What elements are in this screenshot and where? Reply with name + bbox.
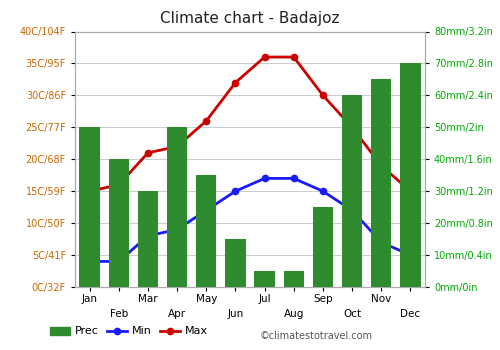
Bar bbox=[108, 159, 129, 287]
Bar bbox=[254, 271, 275, 287]
Bar bbox=[342, 95, 362, 287]
Bar bbox=[138, 191, 158, 287]
Bar bbox=[312, 207, 333, 287]
Bar bbox=[80, 127, 100, 287]
Bar bbox=[400, 63, 420, 287]
Bar bbox=[196, 175, 216, 287]
Bar bbox=[167, 127, 188, 287]
Bar bbox=[371, 79, 392, 287]
Bar bbox=[225, 239, 246, 287]
Title: Climate chart - Badajoz: Climate chart - Badajoz bbox=[160, 11, 340, 26]
Bar bbox=[284, 271, 304, 287]
Text: ©climatestotravel.com: ©climatestotravel.com bbox=[260, 331, 373, 341]
Legend: Prec, Min, Max: Prec, Min, Max bbox=[46, 322, 212, 341]
